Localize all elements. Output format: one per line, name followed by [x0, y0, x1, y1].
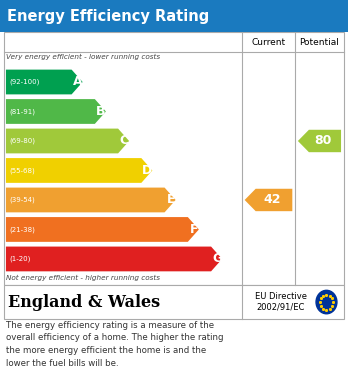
- Polygon shape: [6, 217, 199, 242]
- Polygon shape: [6, 158, 152, 183]
- Text: A: A: [73, 75, 82, 88]
- Text: 2002/91/EC: 2002/91/EC: [256, 303, 305, 312]
- Polygon shape: [6, 70, 82, 94]
- Text: (92-100): (92-100): [9, 79, 40, 85]
- Bar: [0, 0, 348, 32]
- Text: (69-80): (69-80): [9, 138, 35, 144]
- Text: England & Wales: England & Wales: [8, 294, 160, 310]
- Polygon shape: [6, 188, 176, 212]
- Text: Very energy efficient - lower running costs: Very energy efficient - lower running co…: [6, 54, 160, 60]
- Text: (39-54): (39-54): [9, 197, 35, 203]
- Bar: [4, 285, 344, 319]
- Text: 80: 80: [314, 135, 332, 147]
- Text: Not energy efficient - higher running costs: Not energy efficient - higher running co…: [6, 275, 160, 281]
- Text: 42: 42: [263, 194, 281, 206]
- Polygon shape: [6, 247, 222, 271]
- Polygon shape: [298, 130, 341, 152]
- Text: G: G: [212, 253, 222, 265]
- Text: Energy Efficiency Rating: Energy Efficiency Rating: [7, 9, 209, 23]
- Text: (1-20): (1-20): [9, 256, 31, 262]
- Text: D: D: [142, 164, 152, 177]
- Text: The energy efficiency rating is a measure of the
overall efficiency of a home. T: The energy efficiency rating is a measur…: [6, 321, 223, 368]
- Text: C: C: [120, 135, 129, 147]
- Text: F: F: [190, 223, 198, 236]
- Text: (55-68): (55-68): [9, 167, 35, 174]
- Text: (81-91): (81-91): [9, 108, 35, 115]
- Bar: [4, 32, 344, 285]
- Text: Potential: Potential: [300, 38, 339, 47]
- Circle shape: [316, 290, 337, 314]
- Text: B: B: [96, 105, 106, 118]
- Polygon shape: [6, 129, 129, 153]
- Text: E: E: [166, 194, 175, 206]
- Text: (21-38): (21-38): [9, 226, 35, 233]
- Text: EU Directive: EU Directive: [255, 292, 307, 301]
- Polygon shape: [245, 189, 292, 211]
- Text: Current: Current: [251, 38, 286, 47]
- Polygon shape: [6, 99, 106, 124]
